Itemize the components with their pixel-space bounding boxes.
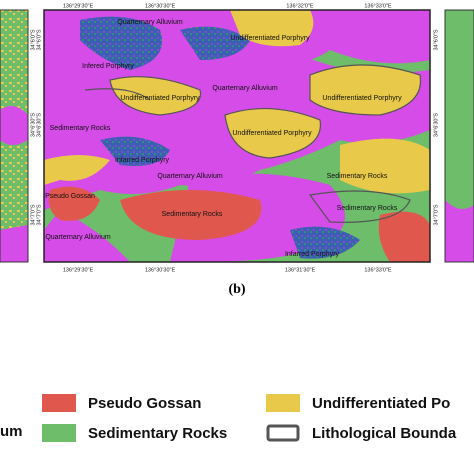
right-panel bbox=[444, 9, 474, 263]
coord-label: 34°6'30"S bbox=[433, 113, 439, 137]
legend-label: um bbox=[0, 423, 23, 440]
region-label: Sedimentary Rocks bbox=[50, 125, 111, 132]
region-label: Quarternary Alluvium bbox=[117, 19, 183, 26]
coord-label: 136°30'30"E bbox=[145, 267, 176, 273]
legend-label: Sedimentary Rocks bbox=[88, 425, 227, 442]
map-labels: Quarternary Alluvium Undifferentiated Po… bbox=[45, 19, 402, 258]
panel-label: (b) bbox=[228, 282, 245, 297]
coord-label: 136°33'0"E bbox=[364, 267, 392, 273]
coord-label: 34°7'0"S bbox=[36, 204, 42, 225]
coord-label: 136°29'30"E bbox=[63, 3, 94, 9]
coord-label: 136°29'30"E bbox=[63, 267, 94, 273]
coord-label: 136°30'30"E bbox=[145, 3, 176, 9]
region-label: Infered Porphyry bbox=[82, 63, 134, 70]
region-label: Undifferentiated Porphyry bbox=[230, 35, 310, 42]
region-label: Undifferentiated Porphyry bbox=[120, 95, 200, 102]
map bbox=[44, 10, 430, 262]
region-label: Sedimentary Rocks bbox=[327, 173, 388, 180]
coord-label: 136°32'0"E bbox=[286, 3, 314, 9]
left-panel: 34°6'0"S 34°6'30"S 34°7'0"S bbox=[0, 9, 36, 263]
legend: um Pseudo Gossan Sedimentary Rocks Undif… bbox=[0, 394, 457, 442]
legend-swatch bbox=[266, 424, 300, 442]
coord-label: 136°33'0"E bbox=[364, 3, 392, 9]
region-label: Quarternary Alluvium bbox=[157, 173, 223, 180]
region-label: Sedimentary Rocks bbox=[337, 205, 398, 212]
coord-label: 136°31'30"E bbox=[285, 267, 316, 273]
legend-swatch bbox=[42, 424, 76, 442]
region-label: Sedimentary Rocks bbox=[162, 211, 223, 218]
coord-label: 34°6'0"S bbox=[433, 29, 439, 50]
region-label: Infarred Porphyry bbox=[285, 251, 340, 258]
legend-label: Pseudo Gossan bbox=[88, 395, 201, 412]
region-label: Undifferentiated Porphyry bbox=[322, 95, 402, 102]
legend-label: Undifferentiated Po bbox=[312, 395, 450, 412]
legend-label: Lithological Bounda bbox=[312, 425, 457, 442]
map-frame bbox=[43, 9, 431, 263]
coord-label: 34°7'0"S bbox=[433, 204, 439, 225]
coord-label: 34°7'0"S bbox=[30, 204, 36, 225]
region-label: Quarternary Alluvium bbox=[45, 234, 111, 241]
region-label: Quarternary Alluvium bbox=[212, 85, 278, 92]
region-label: Undifferentiated Porphyry bbox=[232, 130, 312, 137]
coord-label: 34°6'30"S bbox=[36, 113, 42, 137]
coord-label: 34°6'0"S bbox=[36, 29, 42, 50]
coord-label: 34°6'0"S bbox=[30, 29, 36, 50]
legend-swatch bbox=[42, 394, 76, 412]
legend-swatch bbox=[266, 394, 300, 412]
region-label: Pseudo Gossan bbox=[45, 193, 95, 200]
coord-label: 34°6'30"S bbox=[30, 113, 36, 137]
region-label: Infarred Porphyry bbox=[115, 157, 170, 164]
coordinates: 136°29'30"E 136°30'30"E 136°32'0"E 136°3… bbox=[36, 3, 439, 273]
